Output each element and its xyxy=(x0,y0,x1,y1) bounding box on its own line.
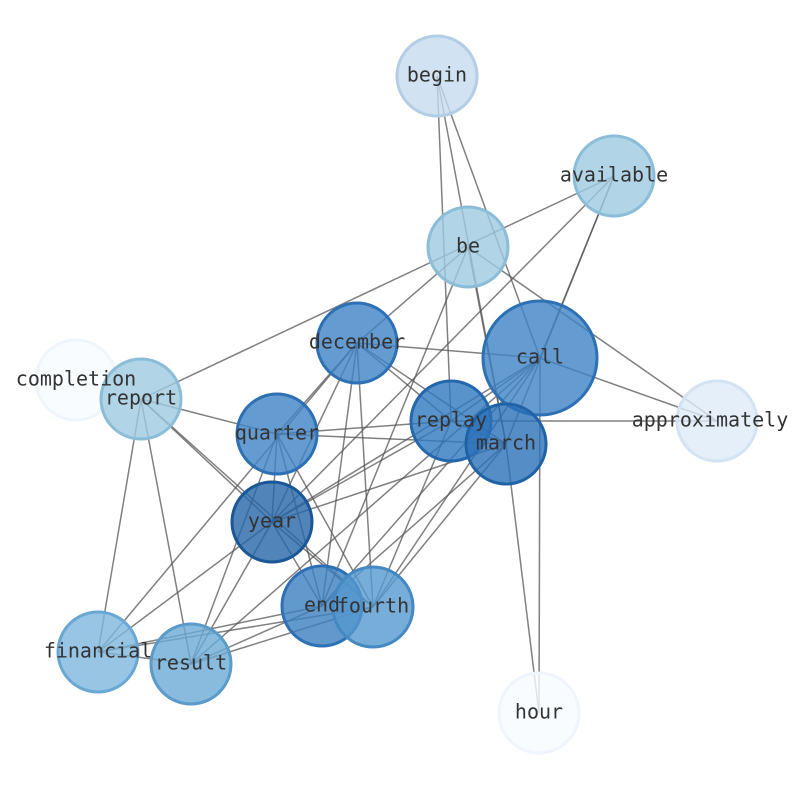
node-label: begin xyxy=(407,63,467,87)
node-label: quarter xyxy=(235,421,319,445)
nodes xyxy=(34,34,759,755)
edge xyxy=(140,175,615,400)
node xyxy=(230,480,314,564)
node-label: hour xyxy=(515,700,563,724)
node xyxy=(481,299,599,417)
node-label: fourth xyxy=(337,594,409,618)
node xyxy=(497,671,581,755)
node xyxy=(235,392,319,476)
edge xyxy=(505,443,540,714)
edge xyxy=(97,342,358,653)
node-label: approximately xyxy=(632,408,789,432)
node-label: march xyxy=(476,431,536,455)
node-label: replay xyxy=(415,408,487,432)
labels: beginavailablebedecembercallcompletionre… xyxy=(16,63,788,724)
node xyxy=(426,205,510,289)
node-label: be xyxy=(456,234,480,258)
node-label: report xyxy=(105,386,177,410)
node-label: result xyxy=(155,651,227,675)
node xyxy=(99,357,183,441)
node xyxy=(675,379,759,463)
node-label: financial xyxy=(44,639,152,663)
node xyxy=(464,402,548,486)
edge xyxy=(271,175,615,523)
node xyxy=(572,134,656,218)
node xyxy=(395,34,479,118)
node xyxy=(331,565,415,649)
node-label: available xyxy=(560,163,668,187)
node-label: call xyxy=(516,345,564,369)
node xyxy=(56,610,140,694)
edge xyxy=(140,398,192,665)
edge xyxy=(321,342,358,607)
node-label: completion xyxy=(16,367,136,391)
edge xyxy=(321,246,469,607)
edge xyxy=(97,398,142,653)
node-label: end xyxy=(304,593,340,617)
node xyxy=(149,622,233,706)
edge xyxy=(538,357,541,714)
node xyxy=(315,301,399,385)
node-label: december xyxy=(309,330,405,354)
node-label: year xyxy=(248,509,296,533)
